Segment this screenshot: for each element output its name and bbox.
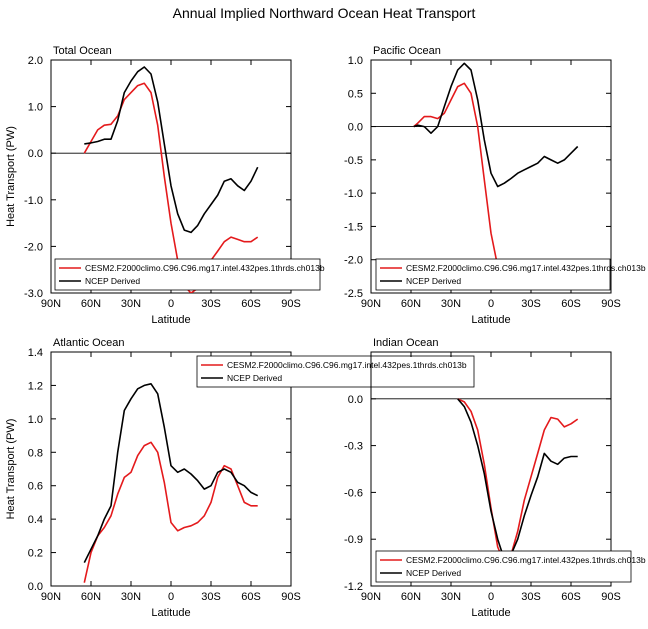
- y-tick-label: 1.4: [28, 347, 43, 359]
- y-tick-label: 0.4: [28, 514, 43, 526]
- y-tick-label: 0.0: [348, 122, 363, 134]
- legend: CESM2.F2000climo.C96.C96.mg17.intel.432p…: [375, 550, 646, 583]
- y-tick-label: -2.0: [24, 241, 43, 253]
- x-axis-label: Latitude: [151, 607, 190, 619]
- series-line-ncep: [84, 66, 259, 234]
- y-axis-label: Heat Transport (PW): [5, 126, 17, 227]
- series-line-ncep: [83, 382, 259, 563]
- x-tick-label: 0: [168, 298, 174, 310]
- x-tick-label: 60N: [401, 298, 421, 310]
- legend-label: CESM2.F2000climo.C96.C96.mg17.intel.432p…: [406, 555, 646, 565]
- panel-0: Total Ocean 90N 60N 30N 0 30S 60S 90S Latitude -3…: [5, 45, 325, 326]
- x-tick-label: 60S: [241, 298, 261, 310]
- x-tick-label: 60S: [561, 591, 581, 603]
- panel-3: Indian Ocean 90N 60N 30N 0 30S 60S 90S Latitude -…: [344, 337, 646, 619]
- x-tick-label: 30S: [201, 298, 221, 310]
- x-tick-label: 0: [488, 591, 494, 603]
- y-tick-label: -2.5: [344, 288, 363, 300]
- panel-title: Atlantic Ocean: [53, 337, 125, 349]
- y-tick-label: -1.0: [344, 188, 363, 200]
- y-tick-label: 0.0: [348, 394, 363, 406]
- panel-2: Atlantic Ocean 90N 60N 30N 0 30S 60S 90S Latitud…: [5, 337, 475, 619]
- x-tick-label: 90N: [41, 298, 61, 310]
- legend-box: [375, 258, 611, 291]
- plot-frame: [50, 59, 292, 294]
- legend: CESM2.F2000climo.C96.C96.mg17.intel.432p…: [54, 258, 325, 291]
- x-tick-label: 0: [488, 298, 494, 310]
- y-tick-label: 0.5: [348, 88, 363, 100]
- x-tick-label: 60N: [81, 591, 101, 603]
- x-tick-label: 90S: [281, 298, 301, 310]
- legend-box: [375, 550, 632, 583]
- x-tick-label: 90S: [601, 298, 621, 310]
- y-tick-label: 0.2: [28, 548, 43, 560]
- x-tick-label: 30N: [441, 298, 461, 310]
- x-tick-label: 30S: [201, 591, 221, 603]
- x-tick-label: 0: [168, 591, 174, 603]
- x-tick-label: 60S: [241, 591, 261, 603]
- legend-label: NCEP Derived: [227, 373, 282, 383]
- y-tick-label: -0.6: [344, 487, 363, 499]
- series-line-ncep: [413, 62, 579, 188]
- x-axis-label: Latitude: [151, 314, 190, 326]
- legend-box: [196, 355, 475, 388]
- y-tick-label: 1.0: [28, 102, 43, 114]
- x-tick-label: 90N: [41, 591, 61, 603]
- x-tick-label: 90N: [361, 591, 381, 603]
- x-tick-label: 30S: [521, 591, 541, 603]
- x-tick-label: 60N: [81, 298, 101, 310]
- y-tick-label: 0.0: [28, 148, 43, 160]
- y-tick-label: -1.5: [344, 221, 363, 233]
- x-axis-label: Latitude: [471, 607, 510, 619]
- x-tick-label: 30N: [441, 591, 461, 603]
- y-tick-label: -2.0: [344, 255, 363, 267]
- x-tick-label: 30S: [521, 298, 541, 310]
- y-tick-label: -3.0: [24, 288, 43, 300]
- y-tick-label: -1.0: [24, 195, 43, 207]
- x-tick-label: 90N: [361, 298, 381, 310]
- legend-box: [54, 258, 321, 291]
- legend-label: CESM2.F2000climo.C96.C96.mg17.intel.432p…: [227, 360, 467, 370]
- legend-label: CESM2.F2000climo.C96.C96.mg17.intel.432p…: [406, 263, 646, 273]
- legend: CESM2.F2000climo.C96.C96.mg17.intel.432p…: [196, 355, 475, 388]
- figure-title: Annual Implied Northward Ocean Heat Tran…: [173, 5, 476, 21]
- y-tick-label: 1.0: [348, 55, 363, 67]
- y-tick-label: 0.0: [28, 581, 43, 593]
- panel-1: Pacific Ocean 90N 60N 30N 0 30S 60S 90S Latitude…: [344, 45, 646, 326]
- panel-title: Pacific Ocean: [373, 45, 441, 57]
- panel-title: Indian Ocean: [373, 337, 438, 349]
- series-line-model: [83, 82, 259, 293]
- y-tick-label: 1.0: [28, 414, 43, 426]
- y-tick-label: -0.5: [344, 155, 363, 167]
- x-tick-label: 90S: [601, 591, 621, 603]
- series-line-model: [413, 82, 579, 289]
- legend-label: NCEP Derived: [406, 276, 461, 286]
- series-line-model: [83, 441, 258, 583]
- series-line-model: [457, 398, 579, 564]
- x-tick-label: 60N: [401, 591, 421, 603]
- y-tick-label: 2.0: [28, 55, 43, 67]
- x-tick-label: 60S: [561, 298, 581, 310]
- x-tick-label: 30N: [121, 298, 141, 310]
- series-line-ncep: [457, 398, 578, 564]
- y-tick-label: -0.3: [344, 441, 363, 453]
- y-axis-label: Heat Transport (PW): [5, 419, 17, 520]
- y-tick-label: -0.9: [344, 534, 363, 546]
- legend-label: CESM2.F2000climo.C96.C96.mg17.intel.432p…: [85, 263, 325, 273]
- x-tick-label: 90S: [281, 591, 301, 603]
- y-tick-label: -1.2: [344, 581, 363, 593]
- plot-frame: [370, 59, 612, 294]
- y-tick-label: 1.2: [28, 380, 43, 392]
- x-tick-label: 30N: [121, 591, 141, 603]
- x-axis-label: Latitude: [471, 314, 510, 326]
- legend-label: NCEP Derived: [406, 568, 461, 578]
- y-tick-label: 0.6: [28, 481, 43, 493]
- y-tick-label: 0.8: [28, 447, 43, 459]
- panel-title: Total Ocean: [53, 45, 112, 57]
- legend-label: NCEP Derived: [85, 276, 140, 286]
- legend: CESM2.F2000climo.C96.C96.mg17.intel.432p…: [375, 258, 646, 291]
